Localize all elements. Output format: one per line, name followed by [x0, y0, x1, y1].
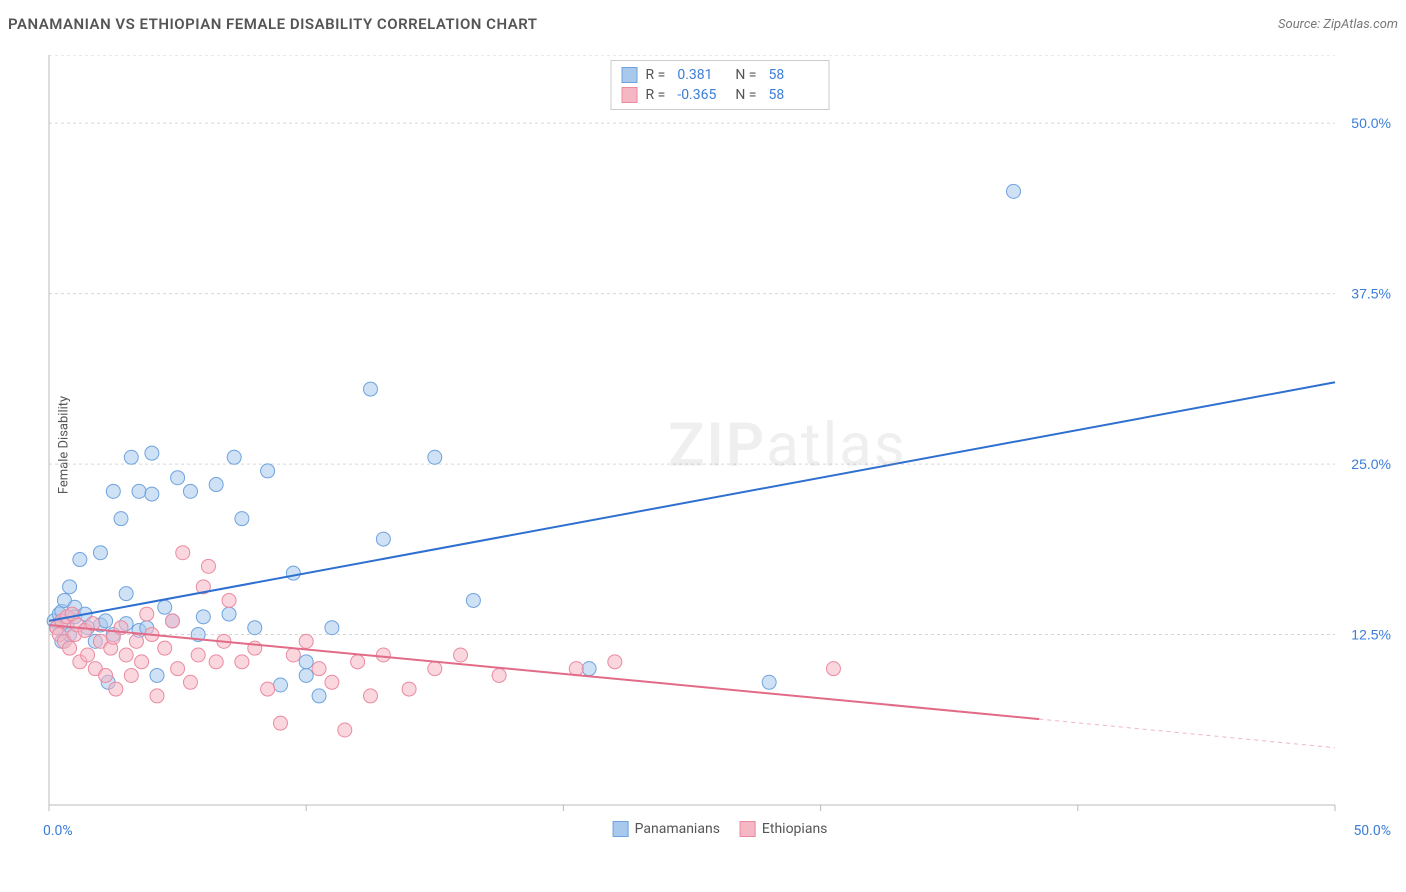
swatch-panamanians	[622, 67, 638, 83]
n-value-ethiopians: 58	[768, 87, 818, 103]
svg-text:12.5%: 12.5%	[1351, 627, 1391, 643]
svg-text:25.0%: 25.0%	[1351, 456, 1391, 472]
chart-area: Female Disability ZIPatlas R = 0.381 N =…	[45, 55, 1395, 835]
swatch-icon	[613, 821, 629, 837]
legend-row-ethiopians: R = -0.365 N = 58	[622, 85, 819, 105]
svg-text:50.0%: 50.0%	[1351, 115, 1391, 131]
legend-item-ethiopians: Ethiopians	[740, 821, 827, 837]
svg-text:37.5%: 37.5%	[1351, 286, 1391, 302]
n-value-panamanians: 58	[768, 67, 818, 83]
scatter-plot-svg: 12.5% 25.0% 37.5% 50.0%	[45, 55, 1395, 835]
series-legend: Panamanians Ethiopians	[613, 821, 828, 837]
swatch-ethiopians	[622, 87, 638, 103]
chart-title: PANAMANIAN VS ETHIOPIAN FEMALE DISABILIT…	[8, 15, 538, 33]
legend-item-panamanians: Panamanians	[613, 821, 720, 837]
swatch-icon	[740, 821, 756, 837]
x-tick-0: 0.0%	[43, 823, 73, 839]
r-value-ethiopians: -0.365	[677, 87, 727, 103]
x-tick-50: 50.0%	[1353, 823, 1391, 839]
source-label: Source: ZipAtlas.com	[1278, 17, 1398, 32]
legend-row-panamanians: R = 0.381 N = 58	[622, 65, 819, 85]
chart-container: PANAMANIAN VS ETHIOPIAN FEMALE DISABILIT…	[0, 0, 1406, 892]
correlation-legend: R = 0.381 N = 58 R = -0.365 N = 58	[611, 60, 830, 110]
header: PANAMANIAN VS ETHIOPIAN FEMALE DISABILIT…	[8, 15, 1398, 33]
r-value-panamanians: 0.381	[677, 67, 727, 83]
